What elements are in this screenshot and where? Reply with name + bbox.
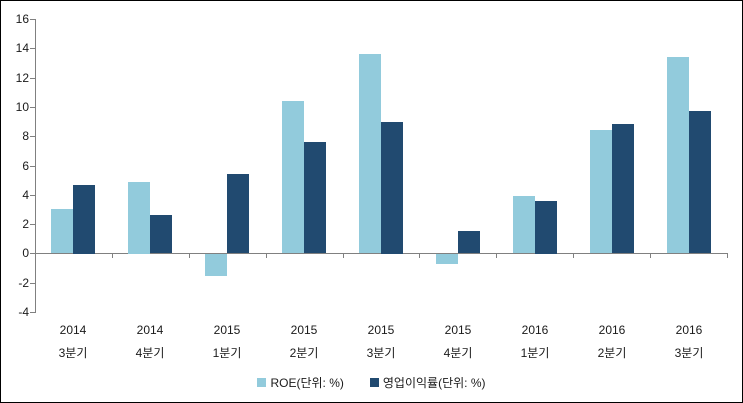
y-axis-tick-label: 4 bbox=[22, 187, 29, 202]
legend: ROE(단위: %) 영업이익률(단위: %) bbox=[1, 374, 742, 391]
legend-item-operating-margin: 영업이익률(단위: %) bbox=[369, 374, 486, 391]
bar-operating-margin bbox=[381, 122, 403, 254]
legend-swatch-roe bbox=[257, 378, 267, 387]
bar-operating-margin bbox=[689, 111, 711, 253]
bar-roe bbox=[205, 254, 227, 276]
bar-operating-margin bbox=[304, 142, 326, 253]
y-axis-tick-label: 6 bbox=[22, 158, 29, 173]
legend-label-operating-margin: 영업이익률(단위: %) bbox=[382, 376, 486, 390]
y-axis-tick-label: 16 bbox=[15, 12, 29, 26]
category-label-year: 2015 bbox=[213, 323, 241, 337]
y-axis-tick-label: 14 bbox=[15, 41, 29, 56]
category-label-year: 2016 bbox=[521, 323, 549, 337]
bar-roe bbox=[436, 254, 458, 264]
bar-roe bbox=[590, 130, 612, 253]
y-axis-tick-label: 8 bbox=[22, 129, 29, 144]
category-label-quarter: 3분기 bbox=[674, 346, 704, 360]
y-axis-tick-label: 12 bbox=[15, 70, 29, 85]
y-axis-tick bbox=[30, 19, 35, 20]
bar-roe bbox=[359, 54, 381, 253]
category-label-year: 2014 bbox=[59, 323, 87, 337]
x-axis-tick bbox=[419, 253, 420, 258]
category-label-year: 2015 bbox=[367, 323, 395, 337]
bar-operating-margin bbox=[150, 215, 172, 253]
bar-roe bbox=[51, 209, 73, 253]
bar-roe bbox=[282, 101, 304, 253]
y-axis-tick bbox=[30, 224, 35, 226]
bar-roe bbox=[667, 57, 689, 253]
legend-swatch-operating-margin bbox=[369, 378, 379, 387]
bar-operating-margin bbox=[73, 185, 95, 254]
x-axis-tick bbox=[35, 253, 36, 258]
category-label-quarter: 3분기 bbox=[58, 346, 88, 360]
category-label-year: 2016 bbox=[598, 323, 626, 337]
category-label-quarter: 4분기 bbox=[443, 346, 473, 360]
y-axis-line bbox=[35, 19, 36, 313]
x-axis-tick bbox=[189, 253, 190, 258]
y-axis-tick bbox=[30, 106, 35, 108]
bar-operating-margin bbox=[612, 124, 634, 253]
y-axis-tick-label: -2 bbox=[18, 275, 29, 290]
legend-label-roe: ROE(단위: %) bbox=[270, 376, 344, 390]
category-label-year: 2016 bbox=[675, 323, 703, 337]
y-axis-tick bbox=[30, 48, 35, 50]
legend-item-roe: ROE(단위: %) bbox=[257, 374, 344, 391]
y-axis-tick bbox=[30, 194, 35, 196]
y-axis-tick-label: 0 bbox=[22, 246, 29, 261]
bar-operating-margin bbox=[227, 174, 249, 253]
y-axis-tick-label: 10 bbox=[15, 99, 29, 114]
x-axis-tick bbox=[112, 253, 113, 258]
y-axis-tick bbox=[30, 165, 35, 167]
category-label-quarter: 3분기 bbox=[366, 346, 396, 360]
x-axis-tick bbox=[650, 253, 651, 258]
category-label-quarter: 2분기 bbox=[289, 346, 319, 360]
bar-roe bbox=[128, 182, 150, 254]
bar-roe bbox=[513, 196, 535, 253]
bar-operating-margin bbox=[458, 231, 480, 253]
x-axis-tick bbox=[266, 253, 267, 258]
y-axis-tick bbox=[30, 312, 35, 313]
x-axis-tick bbox=[727, 253, 728, 258]
x-axis-tick bbox=[343, 253, 344, 258]
category-label-year: 2015 bbox=[444, 323, 472, 337]
y-axis-tick bbox=[30, 77, 35, 79]
category-label-quarter: 4분기 bbox=[135, 346, 165, 360]
category-label-quarter: 1분기 bbox=[520, 346, 550, 360]
y-axis-tick bbox=[30, 136, 35, 138]
bar-operating-margin bbox=[535, 201, 557, 254]
category-label-quarter: 2분기 bbox=[597, 346, 627, 360]
category-label-year: 2015 bbox=[290, 323, 318, 337]
y-axis-tick bbox=[30, 282, 35, 284]
category-label-quarter: 1분기 bbox=[212, 346, 242, 360]
y-axis-tick bbox=[30, 253, 35, 255]
y-axis-tick-label: 2 bbox=[22, 217, 29, 232]
category-label-year: 2014 bbox=[136, 323, 164, 337]
y-axis-tick-label: -4 bbox=[18, 305, 29, 319]
x-axis-tick bbox=[496, 253, 497, 258]
x-axis-tick bbox=[573, 253, 574, 258]
